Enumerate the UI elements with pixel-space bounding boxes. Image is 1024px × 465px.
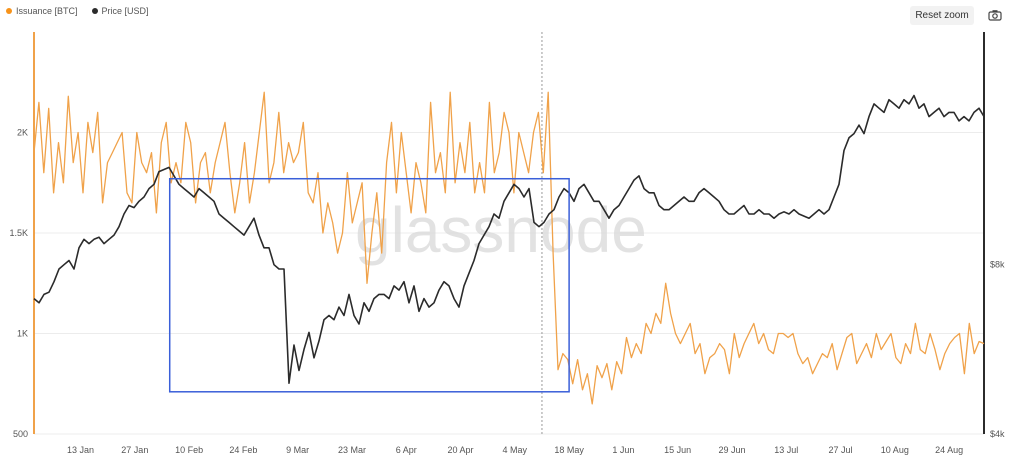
legend-item-price[interactable]: Price [USD] — [91, 6, 149, 16]
camera-icon[interactable] — [988, 8, 1002, 22]
x-tick-label: 15 Jun — [664, 445, 691, 455]
x-tick-label: 24 Aug — [935, 445, 963, 455]
y-left-tick-label: 2K — [17, 128, 28, 138]
x-tick-label: 27 Jul — [829, 445, 853, 455]
grid-lines — [34, 132, 984, 435]
x-tick-label: 29 Jun — [718, 445, 745, 455]
x-tick-label: 20 Apr — [448, 445, 474, 455]
x-tick-label: 10 Aug — [881, 445, 909, 455]
legend-dot-price — [91, 8, 98, 14]
y-right-tick-label: $8k — [990, 260, 1005, 270]
x-axis-ticks: 13 Jan 27 Jan 10 Feb 24 Feb 9 Mar 23 Mar 6 Apr… — [67, 445, 963, 455]
y-right-tick-label: $4k — [990, 429, 1005, 439]
legend-label-price: Price [USD] — [101, 6, 149, 16]
x-tick-label: 1 Jun — [612, 445, 634, 455]
watermark: glassnode — [355, 194, 647, 266]
legend-dot-issuance — [6, 8, 12, 14]
x-tick-label: 27 Jan — [121, 445, 148, 455]
x-tick-label: 13 Jan — [67, 445, 94, 455]
y-left-tick-label: 1K — [17, 329, 28, 339]
x-tick-label: 23 Mar — [338, 445, 366, 455]
x-tick-label: 4 May — [503, 445, 528, 455]
series-issuance-line — [33, 91, 985, 405]
x-tick-label: 9 Mar — [286, 445, 309, 455]
series-layer — [33, 91, 985, 405]
highlight-box — [168, 177, 570, 393]
x-tick-label: 18 May — [554, 445, 584, 455]
x-tick-label: 13 Jul — [774, 445, 798, 455]
chart-legend: Issuance [BTC] Price [USD] — [6, 6, 149, 16]
y-left-axis-ticks: 500 1K 1.5K 2K — [9, 128, 28, 440]
reset-zoom-button[interactable]: Reset zoom — [910, 6, 974, 25]
x-tick-label: 10 Feb — [175, 445, 203, 455]
legend-item-issuance[interactable]: Issuance [BTC] — [6, 6, 78, 16]
y-right-axis-ticks: $4k $8k — [990, 260, 1005, 439]
legend-label-issuance: Issuance [BTC] — [16, 6, 78, 16]
x-tick-label: 6 Apr — [396, 445, 417, 455]
y-left-tick-label: 500 — [13, 429, 28, 439]
x-tick-label: 24 Feb — [229, 445, 257, 455]
series-price-line — [33, 94, 985, 385]
y-left-tick-label: 1.5K — [9, 228, 28, 238]
